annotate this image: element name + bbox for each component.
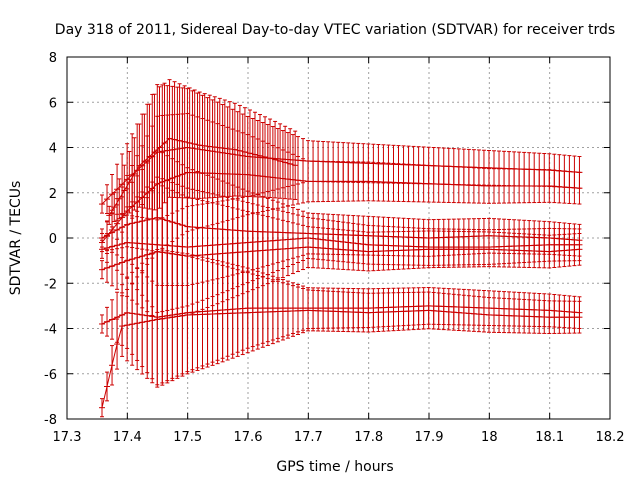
y-tick-label: -2 [44,277,57,292]
y-axis-label: SDTVAR / TECUs [8,181,24,296]
chart-title: Day 318 of 2011, Sidereal Day-to-day VTE… [55,22,615,38]
series-line [101,309,580,408]
x-tick-label: 18.1 [535,430,564,445]
y-tick-label: -6 [44,368,57,383]
y-tick-label: -4 [44,323,57,338]
y-tick-label: -8 [44,413,57,428]
series-track-8 [106,79,299,225]
x-tick-label: 17.9 [415,430,444,445]
series-line [101,171,580,243]
y-tick-label: 0 [49,232,57,247]
x-tick-label: 17.7 [294,430,323,445]
series-track-7 [98,251,583,418]
x-tick-label: 18 [481,430,498,445]
y-tick-label: 2 [49,187,57,202]
series-line [101,237,580,250]
x-axis-label: GPS time / hours [276,459,393,475]
x-tick-label: 18.2 [596,430,625,445]
y-tick-label: 4 [49,142,57,157]
x-tick-label: 17.4 [113,430,142,445]
series-line [101,217,580,241]
y-tick-label: 6 [49,96,57,111]
series-line [101,305,580,325]
x-tick-label: 17.8 [354,430,383,445]
series-line [108,137,296,216]
axis-ticks: 17.3 17.4 17.5 17.6 17.7 17.8 17.9 18 18.1 18.2 -8… [44,51,624,445]
y-tick-label: 8 [49,51,57,66]
series-line [101,146,580,205]
error-bars [98,79,583,418]
x-tick-label: 17.5 [173,430,202,445]
x-tick-label: 17.6 [234,430,263,445]
x-tick-label: 17.3 [53,430,82,445]
